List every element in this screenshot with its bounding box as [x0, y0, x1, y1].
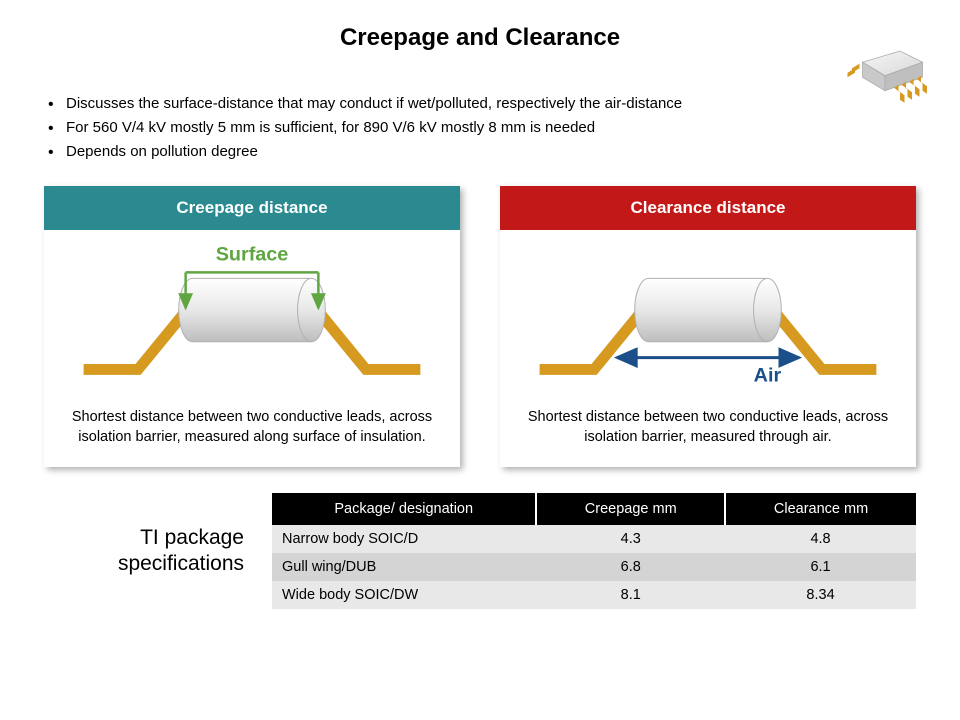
cell: Gull wing/DUB: [272, 553, 536, 581]
cell: Wide body SOIC/DW: [272, 581, 536, 609]
cell: 8.1: [536, 581, 725, 609]
table-row: Gull wing/DUB 6.8 6.1: [272, 553, 916, 581]
cell: Narrow body SOIC/D: [272, 525, 536, 553]
table-row: Narrow body SOIC/D 4.3 4.8: [272, 525, 916, 553]
clearance-diagram: Air: [500, 230, 916, 400]
air-label: Air: [754, 364, 782, 386]
col-header: Package/ designation: [272, 493, 536, 525]
spec-table: Package/ designation Creepage mm Clearan…: [272, 493, 916, 609]
cell: 4.3: [536, 525, 725, 553]
table-row: Wide body SOIC/DW 8.1 8.34: [272, 581, 916, 609]
page-title: Creepage and Clearance: [0, 0, 960, 52]
bullet-item: For 560 V/4 kV mostly 5 mm is sufficient…: [44, 116, 960, 140]
cell: 6.1: [725, 553, 916, 581]
creepage-caption: Shortest distance between two conductive…: [44, 400, 460, 467]
bullet-item: Discusses the surface-distance that may …: [44, 92, 960, 116]
table-title: TI package specifications: [44, 525, 244, 578]
surface-label: Surface: [216, 244, 289, 266]
col-header: Clearance mm: [725, 493, 916, 525]
creepage-header: Creepage distance: [44, 186, 460, 230]
creepage-diagram: Surface: [44, 230, 460, 400]
creepage-panel: Creepage distance: [44, 186, 460, 467]
clearance-caption: Shortest distance between two conductive…: [500, 400, 916, 467]
cell: 8.34: [725, 581, 916, 609]
clearance-header: Clearance distance: [500, 186, 916, 230]
cell: 4.8: [725, 525, 916, 553]
cell: 6.8: [536, 553, 725, 581]
col-header: Creepage mm: [536, 493, 725, 525]
clearance-panel: Clearance distance: [500, 186, 916, 467]
bullet-list: Discusses the surface-distance that may …: [44, 92, 960, 164]
bullet-item: Depends on pollution degree: [44, 140, 960, 164]
